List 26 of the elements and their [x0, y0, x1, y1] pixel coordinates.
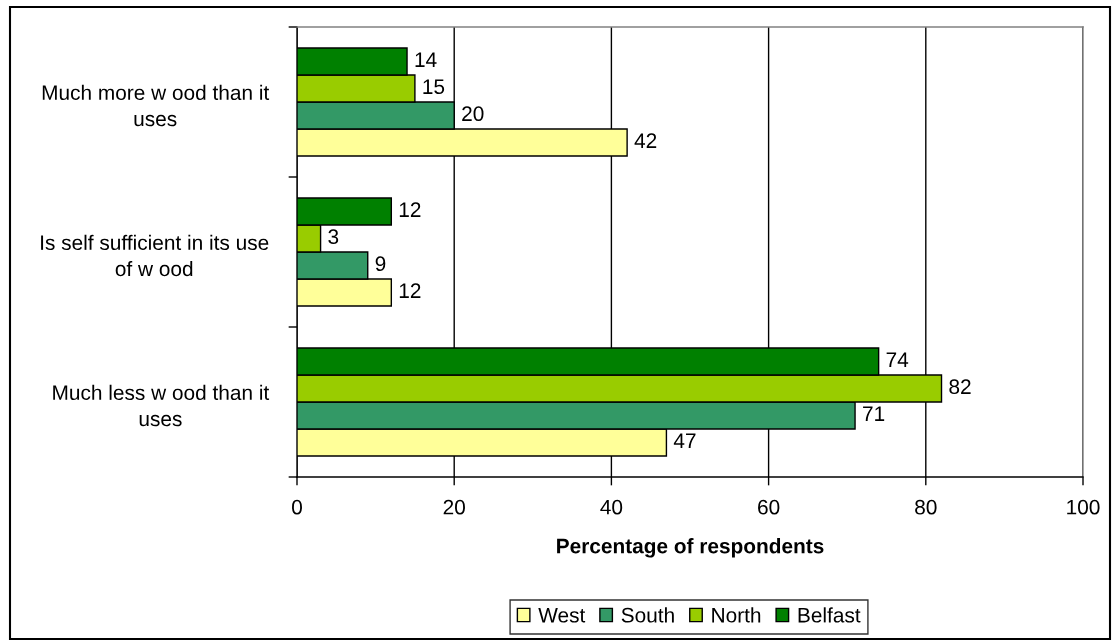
x-tick-label: 60 — [758, 499, 780, 515]
x-tick-label: 100 — [1067, 499, 1100, 515]
y-tick-label: Much less w ood than it uses — [53, 384, 270, 427]
legend-label: North — [712, 607, 761, 623]
data-label: 14 — [415, 52, 437, 67]
data-label: 82 — [949, 379, 971, 395]
x-tick-label: 40 — [600, 499, 623, 515]
x-tick-label: 80 — [915, 499, 937, 515]
data-label: 12 — [399, 202, 421, 217]
x-axis-title: Percentage of respondents — [557, 538, 824, 558]
x-tick-label: 0 — [292, 499, 302, 515]
data-label: 3 — [328, 229, 339, 245]
y-tick-label: Much more w ood than it uses — [42, 84, 270, 127]
y-tick-label: Is self sufficient in its use of w ood — [41, 234, 269, 277]
x-tick-label: 20 — [443, 499, 465, 515]
legend-label: Belfast — [798, 607, 861, 623]
legend-label: South — [621, 607, 674, 623]
data-label: 74 — [886, 352, 909, 367]
data-label: 42 — [634, 133, 657, 148]
data-label: 71 — [863, 406, 885, 421]
data-label: 20 — [462, 106, 484, 122]
data-label: 9 — [375, 256, 386, 272]
data-label: 12 — [399, 283, 421, 298]
data-label: 15 — [423, 79, 445, 95]
legend-label: West — [538, 608, 586, 623]
data-label: 47 — [673, 433, 696, 448]
